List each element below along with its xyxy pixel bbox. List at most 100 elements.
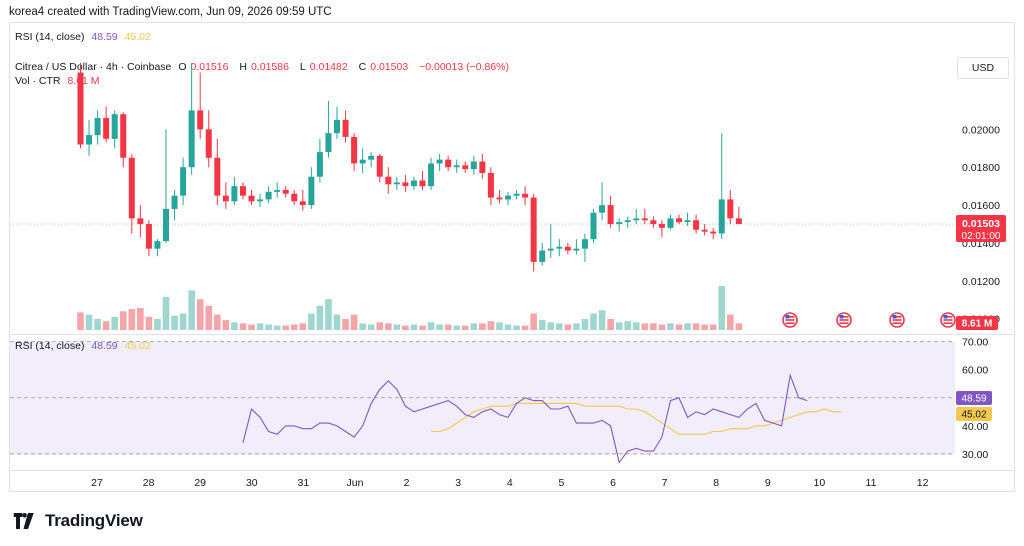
candle-body (325, 133, 332, 153)
volume-bar (581, 319, 589, 330)
open-value: 0.01516 (190, 61, 229, 73)
us-event-flag-icon[interactable] (782, 312, 798, 328)
volume-bar (513, 325, 520, 330)
flag-stripe (892, 319, 902, 321)
close-value: 0.01503 (370, 61, 409, 73)
candle-body (359, 159, 366, 164)
rsi-legend-label: RSI (14, close) (15, 340, 85, 352)
time-tick-label: 11 (866, 477, 877, 489)
rsi-ma-value-badge (956, 407, 992, 421)
us-event-flag-icon[interactable] (889, 312, 905, 328)
time-tick-label: 4 (507, 477, 513, 489)
candle-body (77, 72, 84, 145)
volume-bar (171, 315, 178, 330)
volume-bar (128, 309, 136, 330)
candle-body (564, 246, 571, 251)
volume-bar (102, 321, 110, 330)
candle-body (641, 218, 648, 221)
volume-bar (573, 323, 580, 330)
candle-body (342, 119, 349, 137)
last-price-label: 0.01503 (962, 218, 1000, 230)
volume-bar (718, 286, 726, 330)
symbol-legend[interactable]: Citrea / US Dollar · 4h · Coinbase O 0.01… (15, 61, 513, 73)
volume-bar (214, 314, 221, 330)
volume-bar (624, 321, 631, 330)
time-tick-label: 30 (246, 477, 258, 489)
volume-badge (956, 316, 998, 330)
volume-bar (385, 323, 392, 330)
volume-bar (709, 324, 717, 330)
volume-bar (530, 313, 537, 330)
low-label: L (299, 61, 306, 73)
time-tick-label: 29 (194, 477, 206, 489)
volume-bar (256, 323, 264, 330)
volume-bar (179, 313, 187, 330)
volume-bar (615, 322, 623, 330)
candle-body (496, 197, 503, 200)
flag-canton (839, 315, 844, 319)
volume-bar (496, 322, 503, 330)
volume-bar (538, 320, 546, 330)
candle-body (171, 195, 178, 209)
volume-bar (641, 323, 649, 330)
candle-body (487, 172, 494, 198)
volume-bar (222, 320, 230, 330)
volume-bar (419, 325, 426, 330)
volume-bar (196, 299, 204, 330)
candle-body (410, 180, 417, 187)
candle-body (197, 110, 204, 130)
candle-body (419, 180, 426, 187)
flag-stripe (839, 319, 849, 321)
flag-stripe (785, 319, 795, 321)
symbol-title[interactable]: Citrea / US Dollar · 4h · Coinbase (15, 61, 172, 73)
volume-bar (308, 313, 315, 330)
flag-stripe (839, 316, 849, 318)
flag-stripe (892, 322, 902, 324)
chart-frame (9, 22, 1015, 492)
tradingview-brand: TradingView (45, 511, 143, 530)
created-caption: korea4 created with TradingView.com, Jun… (9, 6, 332, 18)
open-label: O (178, 61, 187, 73)
volume-bar (359, 323, 366, 330)
last-price-badge (956, 215, 1006, 243)
candle-body (257, 199, 264, 202)
volume-bar (188, 290, 195, 330)
volume-bar (94, 319, 101, 330)
candle-body (402, 182, 409, 187)
us-event-flag-icon[interactable] (940, 312, 956, 328)
volume-bar (393, 324, 401, 330)
time-tick-label: 12 (917, 477, 929, 489)
rsi-legend-ma-value: 45.02 (124, 340, 151, 352)
time-tick-label: 28 (143, 477, 155, 489)
volume-bar (547, 322, 555, 330)
rsi-tick-label: 40.00 (962, 421, 988, 433)
volume-bar (479, 323, 486, 330)
volume-bar (436, 324, 443, 330)
volume-bar (521, 325, 529, 330)
footer[interactable]: TradingView (9, 510, 143, 532)
volume-bar (692, 323, 700, 330)
top-rsi-value: 48.59 (91, 31, 118, 43)
volume-bar (231, 322, 238, 330)
rsi-legend-value: 48.59 (91, 340, 118, 352)
volume-bar (333, 314, 341, 330)
candle-body (393, 182, 400, 185)
volume-bar (239, 323, 247, 330)
volume-bar (248, 324, 255, 330)
volume-bar (607, 319, 614, 330)
us-event-flag-icon[interactable] (836, 312, 852, 328)
candle-body (735, 218, 742, 225)
volume-bar (205, 305, 213, 330)
volume-bar (658, 324, 666, 330)
volume-bar (564, 324, 572, 330)
candle-body (428, 163, 435, 187)
rsi-legend[interactable]: RSI (14, close) 48.59 45.02 (15, 340, 155, 352)
candle-body (239, 186, 246, 196)
flag-canton (785, 315, 790, 319)
currency-button[interactable]: USD (957, 57, 1009, 79)
volume-bar (376, 322, 384, 330)
candle-body (599, 205, 606, 213)
volume-bar (598, 310, 606, 330)
candle-body (581, 239, 588, 249)
